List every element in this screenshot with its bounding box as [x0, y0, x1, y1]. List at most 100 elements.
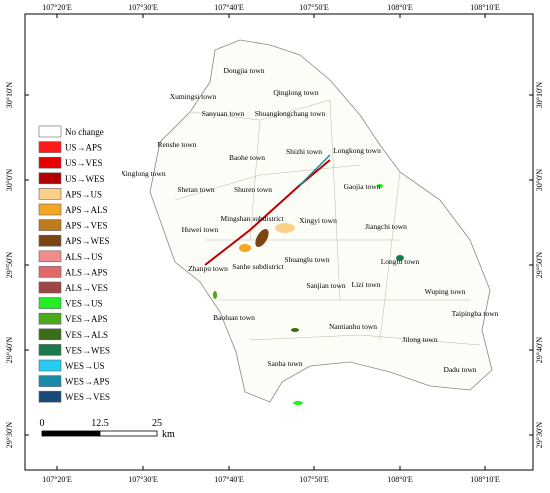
scale-label: 25: [152, 418, 162, 429]
legend-label: WES→US: [65, 361, 105, 371]
longitude-label: 107°20'E: [42, 3, 72, 12]
town-label: Xumingsi town: [170, 92, 217, 101]
legend-label: VES→WES: [65, 345, 110, 355]
town-label: Lizi town: [352, 280, 381, 289]
latitude-label: 30°10'N: [5, 82, 14, 109]
town-label: Taipingba town: [452, 309, 499, 318]
latitude-label: 29°50'N: [5, 252, 14, 279]
town-label: Wuping town: [425, 287, 466, 296]
county-boundary: [149, 39, 493, 403]
legend-swatch: [38, 359, 62, 372]
scale-label: 12.5: [91, 418, 109, 429]
town-label: Sanhe subdistrict: [232, 262, 284, 271]
legend-swatch: [38, 219, 62, 231]
town-label: Sanyuan town: [202, 109, 245, 118]
legend-swatch: [38, 234, 62, 247]
town-label: Longtu town: [381, 257, 420, 266]
legend-swatch: [38, 297, 62, 309]
latitude-label: 29°40'N: [535, 337, 544, 364]
legend-swatch: [38, 266, 62, 278]
town-label: Dongjia town: [223, 66, 264, 75]
town-label: Jilong town: [402, 335, 437, 344]
longitude-label: 108°0'E: [387, 475, 413, 484]
town-label: Shuanglongchang town: [255, 109, 326, 118]
legend-label: APS→VES: [65, 221, 108, 231]
town-label: Mingshan subdistrict: [220, 214, 284, 223]
town-label: Renshe town: [158, 140, 197, 149]
legend-swatch: [38, 328, 62, 341]
legend-swatch: [38, 281, 62, 294]
town-label: Baoluan town: [213, 313, 255, 322]
town-label: Sanjian town: [306, 281, 346, 290]
legend-label: US→WES: [65, 174, 105, 184]
legend-swatch: [38, 156, 62, 169]
legend-swatch: [38, 125, 62, 138]
legend-label: ALS→APS: [65, 267, 108, 277]
legend-swatch: [38, 390, 62, 403]
town-label: Shizhi town: [286, 147, 322, 156]
longitude-label: 107°50'E: [299, 3, 329, 12]
legend-label: ALS→VES: [65, 283, 108, 293]
legend-box: [38, 124, 122, 406]
longitude-label: 107°40'E: [214, 475, 244, 484]
town-label: Longkong town: [333, 146, 381, 155]
internal-boundaries: [174, 99, 481, 346]
town-label: Jiangchi town: [365, 222, 407, 231]
longitude-label: 107°30'E: [128, 3, 158, 12]
latitude-label: 29°30'N: [535, 422, 544, 449]
legend-label: US→APS: [65, 143, 102, 153]
latitude-label: 30°0'N: [5, 169, 14, 192]
town-label: Shetan town: [177, 185, 215, 194]
town-label: Baohe town: [229, 153, 265, 162]
town-label: Gaojia town: [344, 182, 381, 191]
longitude-label: 108°10'E: [470, 475, 500, 484]
town-label: Shuren town: [234, 185, 272, 194]
legend-swatch: [38, 344, 62, 356]
latitude-label: 29°30'N: [5, 422, 14, 449]
legend-swatch: [38, 312, 62, 325]
change-patches: [204, 154, 404, 405]
map-frame: [24, 13, 534, 471]
scale-label: 0: [40, 418, 45, 429]
scale-bar: 0 12.5 25 km: [40, 418, 176, 440]
town-label: Nantianhu town: [329, 322, 377, 331]
legend-swatch: [38, 250, 62, 263]
legend-label: APS→US: [65, 189, 102, 199]
legend-label: APS→WES: [65, 236, 110, 246]
longitude-label: 108°10'E: [470, 3, 500, 12]
legend-swatch: [38, 375, 62, 387]
legend-label: APS→ALS: [65, 205, 108, 215]
legend-label: WES→APS: [65, 377, 110, 387]
longitude-label: 107°30'E: [128, 475, 158, 484]
town-label: Sanba town: [267, 359, 302, 368]
legend-swatch: [38, 188, 62, 200]
town-label: Zhanpu town: [188, 264, 228, 273]
latitude-label: 30°10'N: [535, 82, 544, 109]
legend-label: VES→US: [65, 299, 103, 309]
legend-swatch: [38, 141, 62, 153]
town-label: Qinglong town: [273, 88, 318, 97]
legend-label: VES→APS: [65, 314, 108, 324]
scale-segment: [41, 430, 101, 437]
town-label: Xinglong town: [120, 169, 165, 178]
legend-label: WES→VES: [65, 392, 110, 402]
legend-swatch: [38, 203, 62, 216]
legend-swatch: [38, 172, 62, 185]
town-labels: Dongjia town Qinglong town Xumingsi town…: [120, 66, 498, 374]
town-label: Huwei town: [182, 225, 219, 234]
longitude-label: 107°50'E: [299, 475, 329, 484]
scale-unit: km: [162, 429, 175, 440]
latitude-label: 29°40'N: [5, 337, 14, 364]
town-label: Xingyi town: [299, 216, 337, 225]
scale-segment: [99, 430, 158, 437]
longitude-label: 107°40'E: [214, 3, 244, 12]
latitude-label: 29°50'N: [535, 252, 544, 279]
legend-label: US→VES: [65, 158, 103, 168]
longitude-label: 108°0'E: [387, 3, 413, 12]
legend-label: VES→ALS: [65, 330, 108, 340]
town-label: Shuanglu town: [284, 255, 329, 264]
legend-label: ALS→US: [65, 252, 103, 262]
longitude-label: 107°20'E: [42, 475, 72, 484]
latitude-label: 30°0'N: [535, 169, 544, 192]
